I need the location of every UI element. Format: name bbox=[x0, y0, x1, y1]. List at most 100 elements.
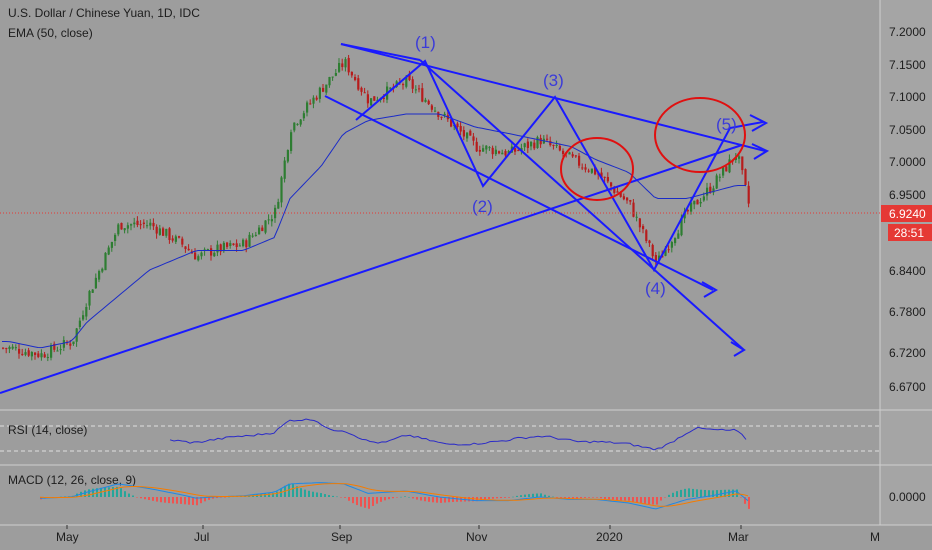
candle-body bbox=[520, 147, 523, 151]
candle-body bbox=[642, 226, 645, 230]
candle-body bbox=[78, 320, 81, 327]
macd-histogram-bar bbox=[688, 488, 690, 497]
macd-histogram-bar bbox=[580, 497, 582, 499]
time-tick: Mar bbox=[728, 530, 749, 544]
trendlines[interactable] bbox=[0, 43, 770, 394]
candle-body bbox=[363, 92, 366, 94]
candle-body bbox=[229, 243, 232, 246]
candle-body bbox=[408, 74, 411, 81]
macd-histogram-bar bbox=[660, 497, 662, 501]
macd-histogram-bar bbox=[144, 497, 146, 500]
macd-histogram-bar bbox=[104, 487, 106, 497]
candle-body bbox=[632, 202, 635, 217]
candle-body bbox=[146, 225, 149, 227]
candle-body bbox=[56, 350, 59, 352]
macd-histogram-bar bbox=[392, 497, 394, 499]
macd-histogram-bar bbox=[620, 497, 622, 501]
candle-body bbox=[158, 228, 161, 235]
candle-body bbox=[517, 150, 520, 152]
macd-histogram-bar bbox=[308, 490, 310, 497]
candle-body bbox=[690, 202, 693, 212]
macd-histogram-bar bbox=[480, 497, 482, 501]
macd-histogram-bar bbox=[216, 497, 218, 499]
macd-histogram-bar bbox=[584, 497, 586, 498]
price-tick: 7.0000 bbox=[889, 155, 926, 169]
candle-body bbox=[309, 103, 312, 105]
macd-histogram-bar bbox=[132, 495, 134, 497]
macd-histogram-bar bbox=[180, 497, 182, 504]
macd-histogram-bar bbox=[340, 497, 342, 498]
candle-body bbox=[702, 196, 705, 201]
candle-body bbox=[85, 307, 88, 317]
macd-histogram-bar bbox=[524, 494, 526, 497]
candle-body bbox=[373, 96, 376, 101]
candle-body bbox=[178, 236, 181, 238]
macd-histogram-bar bbox=[220, 497, 222, 498]
macd-histogram-bar bbox=[212, 497, 214, 499]
macd-histogram-bar bbox=[576, 497, 578, 499]
price-tick: 7.2000 bbox=[889, 25, 926, 39]
macd-histogram-bar bbox=[148, 497, 150, 501]
candle-body bbox=[584, 167, 587, 170]
candle-body bbox=[472, 136, 475, 141]
macd-histogram-bar bbox=[448, 497, 450, 503]
candle-body bbox=[504, 151, 507, 156]
candle-body bbox=[270, 219, 273, 222]
macd-histogram-bar bbox=[324, 494, 326, 497]
long-support-trendline bbox=[0, 144, 743, 394]
candle-body bbox=[91, 289, 94, 293]
candle-body bbox=[366, 94, 369, 104]
wave-label-4: (4) bbox=[645, 279, 666, 298]
candle-body bbox=[728, 159, 731, 173]
candle-body bbox=[590, 168, 593, 173]
candle-body bbox=[283, 160, 286, 179]
macd-histogram-bar bbox=[168, 497, 170, 504]
macd-histogram-bar bbox=[176, 497, 178, 504]
candle-body bbox=[110, 241, 113, 248]
candle-body bbox=[667, 249, 670, 251]
macd-histogram-bar bbox=[732, 489, 734, 497]
macd-histogram-bar bbox=[328, 495, 330, 497]
macd-histogram-bar bbox=[452, 497, 454, 502]
price-tick: 7.0500 bbox=[889, 123, 926, 137]
candle-body bbox=[290, 132, 293, 151]
macd-histogram-bar bbox=[152, 497, 154, 501]
macd-histogram-bar bbox=[456, 497, 458, 502]
candle-body bbox=[549, 140, 552, 146]
macd-histogram-bar bbox=[728, 489, 730, 497]
candle-body bbox=[456, 123, 459, 127]
macd-histogram-bar bbox=[380, 497, 382, 502]
candle-body bbox=[443, 113, 446, 116]
candle-body bbox=[251, 235, 254, 237]
macd-histogram-bar bbox=[504, 497, 506, 498]
current-price-badge bbox=[881, 205, 932, 222]
candle-body bbox=[664, 249, 667, 256]
macd-histogram-bar bbox=[592, 497, 594, 498]
candle-body bbox=[680, 217, 683, 236]
macd-histogram-bar bbox=[112, 487, 114, 497]
candle-body bbox=[670, 242, 673, 248]
candle-body bbox=[306, 102, 309, 113]
candle-body bbox=[206, 249, 209, 251]
candle-body bbox=[219, 244, 222, 252]
macd-histogram-bar bbox=[616, 497, 618, 501]
candle-body bbox=[37, 353, 40, 357]
candle-body bbox=[280, 177, 283, 203]
price-axis-pane[interactable] bbox=[880, 0, 932, 525]
candle-body bbox=[101, 268, 104, 272]
candle-body bbox=[354, 76, 357, 81]
macd-histogram-bar bbox=[716, 490, 718, 497]
candle-body bbox=[21, 353, 24, 355]
candle-body bbox=[370, 98, 373, 106]
price-tick: 7.1000 bbox=[889, 90, 926, 104]
symbol-title: U.S. Dollar / Chinese Yuan, 1D, IDC bbox=[8, 6, 200, 20]
macd-histogram-bar bbox=[396, 497, 398, 498]
candle-body bbox=[462, 130, 465, 137]
candle-body bbox=[459, 125, 462, 132]
macd-histogram-bar bbox=[120, 488, 122, 497]
candle-body bbox=[552, 144, 555, 146]
macd-histogram-bar bbox=[196, 497, 198, 506]
macd-histogram-bar bbox=[292, 484, 294, 497]
candle-body bbox=[427, 100, 430, 105]
